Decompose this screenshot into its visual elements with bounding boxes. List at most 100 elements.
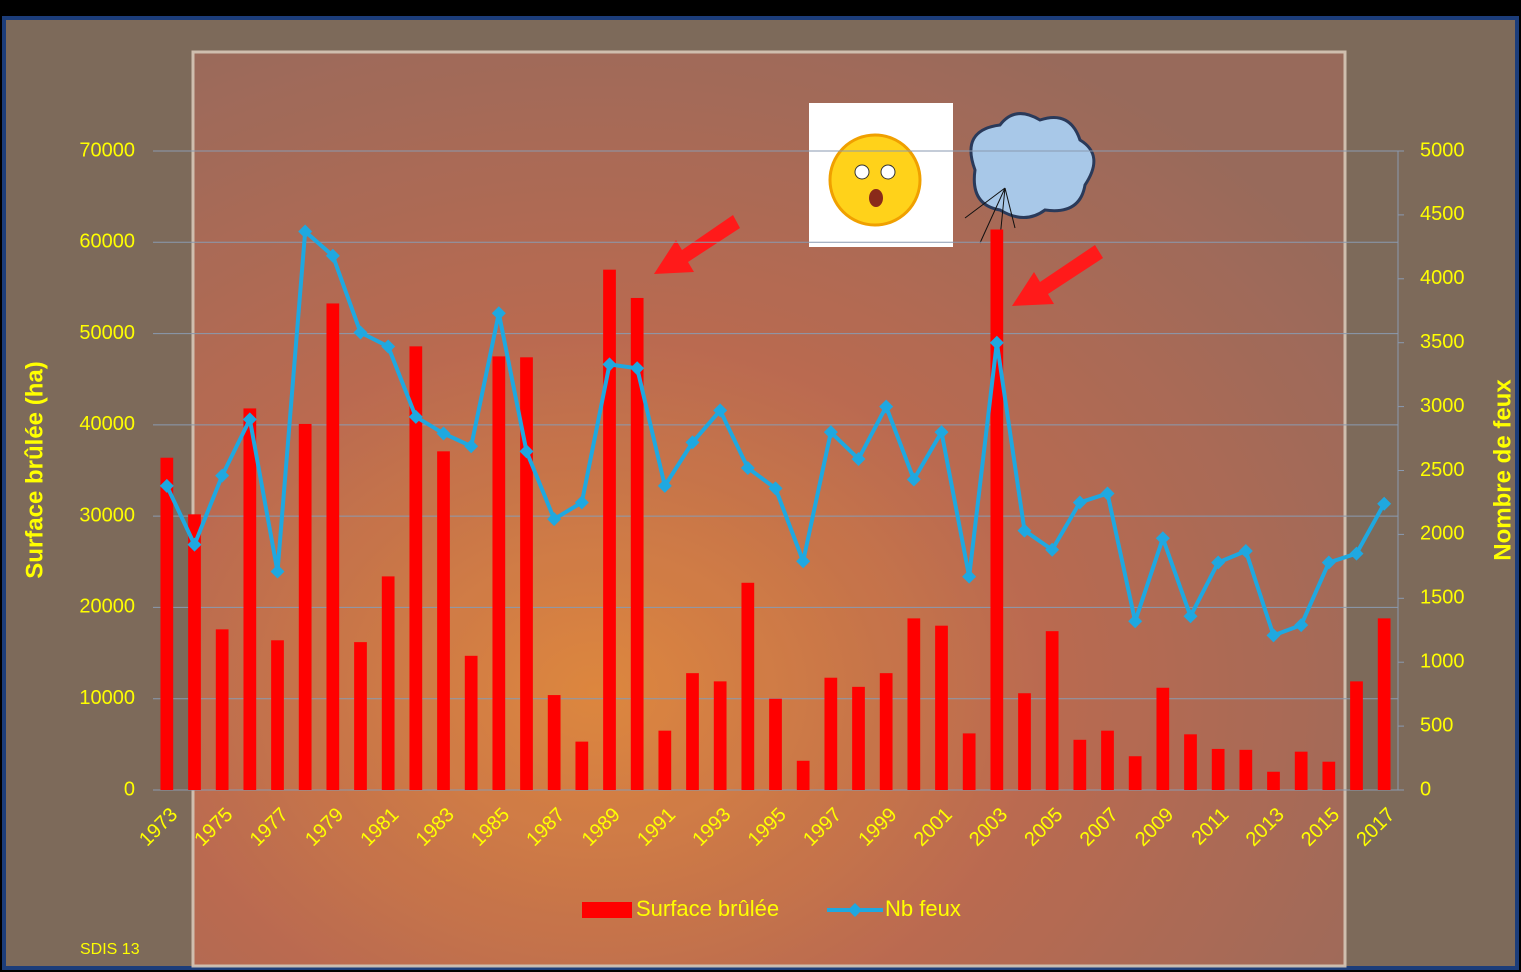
arrow <box>654 215 740 274</box>
legend-label: Surface brûlée <box>636 896 779 921</box>
arrow <box>1012 245 1103 306</box>
line-marker <box>989 335 1004 350</box>
y2-tick-label: 5000 <box>1420 139 1465 161</box>
bar <box>879 673 893 790</box>
line-marker <box>906 472 921 487</box>
line-marker <box>298 224 313 239</box>
source: SDIS 13 <box>80 941 140 958</box>
bar <box>271 640 284 790</box>
bar <box>603 269 616 791</box>
bar <box>1184 734 1197 790</box>
bar <box>1128 756 1142 790</box>
y2-tick-label: 4000 <box>1420 267 1465 289</box>
line-marker <box>630 361 645 376</box>
wind-icon <box>964 112 1096 244</box>
bar <box>824 677 838 790</box>
bar <box>464 655 478 790</box>
bar <box>1322 761 1336 790</box>
bar <box>630 297 644 790</box>
bar <box>852 686 865 790</box>
y-tick-label: 40000 <box>79 413 135 435</box>
bar <box>796 760 810 790</box>
y-tick-label: 60000 <box>79 231 135 253</box>
bar <box>381 576 395 790</box>
line-marker <box>851 451 866 466</box>
line-marker <box>436 426 451 441</box>
bar <box>1045 631 1059 790</box>
bar <box>769 698 782 790</box>
line-marker <box>962 569 977 584</box>
line-marker <box>713 403 728 418</box>
y2-tick-label: 3000 <box>1420 395 1465 417</box>
y-tick-label: 0 <box>124 778 135 800</box>
line-marker <box>574 495 589 510</box>
y-tick-label: 70000 <box>79 139 135 161</box>
bar <box>215 629 229 790</box>
y-tick-label: 20000 <box>79 596 135 618</box>
bar <box>686 673 699 790</box>
line-marker <box>464 439 479 454</box>
bar <box>298 423 312 790</box>
line-marker <box>823 425 838 440</box>
line-marker <box>1211 555 1226 570</box>
y2-tick-label: 1500 <box>1420 587 1465 609</box>
y2-axis-title: Nombre de feux <box>1489 379 1516 561</box>
y2-tick-label: 4500 <box>1420 203 1465 225</box>
y2-tick-label: 2000 <box>1420 523 1465 545</box>
bar <box>188 514 201 790</box>
line-marker <box>1072 495 1087 510</box>
y2-tick-label: 2500 <box>1420 459 1465 481</box>
line-marker <box>215 468 230 483</box>
bar <box>409 346 423 790</box>
bar <box>492 356 506 790</box>
line-marker <box>879 399 894 414</box>
line-marker <box>1017 523 1032 538</box>
line-marker <box>1100 486 1115 501</box>
bar <box>1211 748 1225 790</box>
y2-tick-label: 0 <box>1420 778 1431 800</box>
bar <box>547 695 561 790</box>
line-marker <box>381 339 396 354</box>
line-marker <box>547 512 562 527</box>
line-marker <box>1266 628 1281 643</box>
bar <box>935 625 948 790</box>
line-marker <box>685 435 700 450</box>
line-marker <box>1321 555 1336 570</box>
line-marker <box>519 444 534 459</box>
line-marker <box>408 409 423 424</box>
bar <box>1156 687 1170 790</box>
background-photo <box>191 50 1347 968</box>
bar <box>243 408 257 790</box>
bar <box>962 733 976 790</box>
bar <box>520 357 533 790</box>
line-marker <box>1128 614 1143 629</box>
bar <box>1239 749 1253 790</box>
bar <box>354 642 367 790</box>
line-marker <box>1155 531 1170 546</box>
y2-tick-label: 3500 <box>1420 331 1465 353</box>
line-marker <box>491 306 506 321</box>
y-axis-title: Surface brûlée (ha) <box>21 361 48 578</box>
legend-label: Nb feux <box>885 896 961 921</box>
bar <box>741 582 755 790</box>
line-marker <box>270 564 285 579</box>
line-marker <box>768 481 783 496</box>
bar <box>1073 739 1087 790</box>
bar <box>990 229 1004 790</box>
line-marker <box>187 537 202 552</box>
bar <box>1267 771 1280 790</box>
line-marker <box>740 460 755 475</box>
bar <box>1294 751 1308 790</box>
line-marker <box>602 357 617 372</box>
bar <box>1377 618 1391 790</box>
legend-swatch <box>848 903 862 917</box>
line-marker <box>657 478 672 493</box>
line-marker <box>1377 496 1392 511</box>
line-marker <box>1238 544 1253 559</box>
y2-tick-label: 500 <box>1420 714 1453 736</box>
line-marker <box>1183 609 1198 624</box>
bar <box>326 303 340 790</box>
line-marker <box>325 248 340 263</box>
